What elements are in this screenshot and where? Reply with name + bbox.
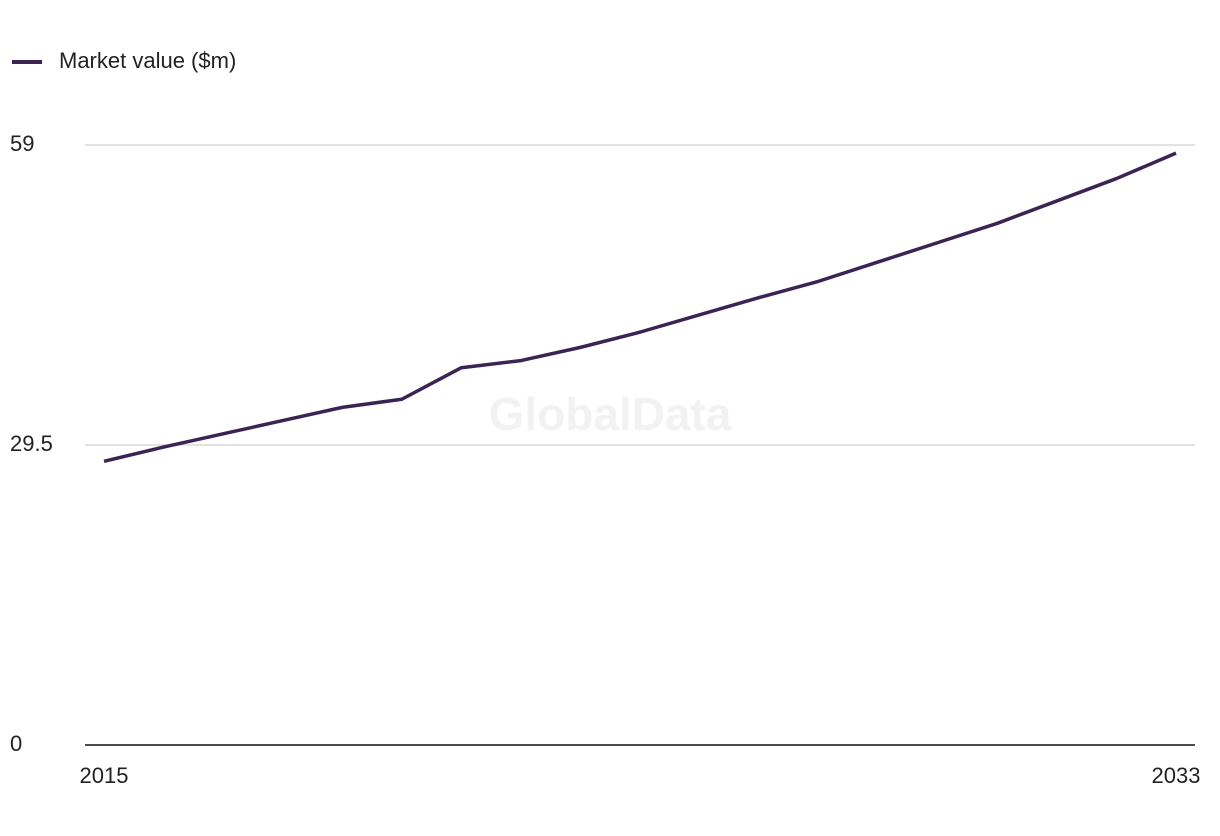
y-tick-label: 59 <box>10 131 34 156</box>
y-tick-label: 29.5 <box>10 431 53 456</box>
watermark: GlobalData <box>489 388 732 440</box>
x-tick-label: 2015 <box>80 763 129 788</box>
y-tick-label: 0 <box>10 731 22 756</box>
x-tick-label: 2033 <box>1152 763 1201 788</box>
data-line <box>103 151 1177 463</box>
legend-label: Market value ($m) <box>59 48 236 73</box>
